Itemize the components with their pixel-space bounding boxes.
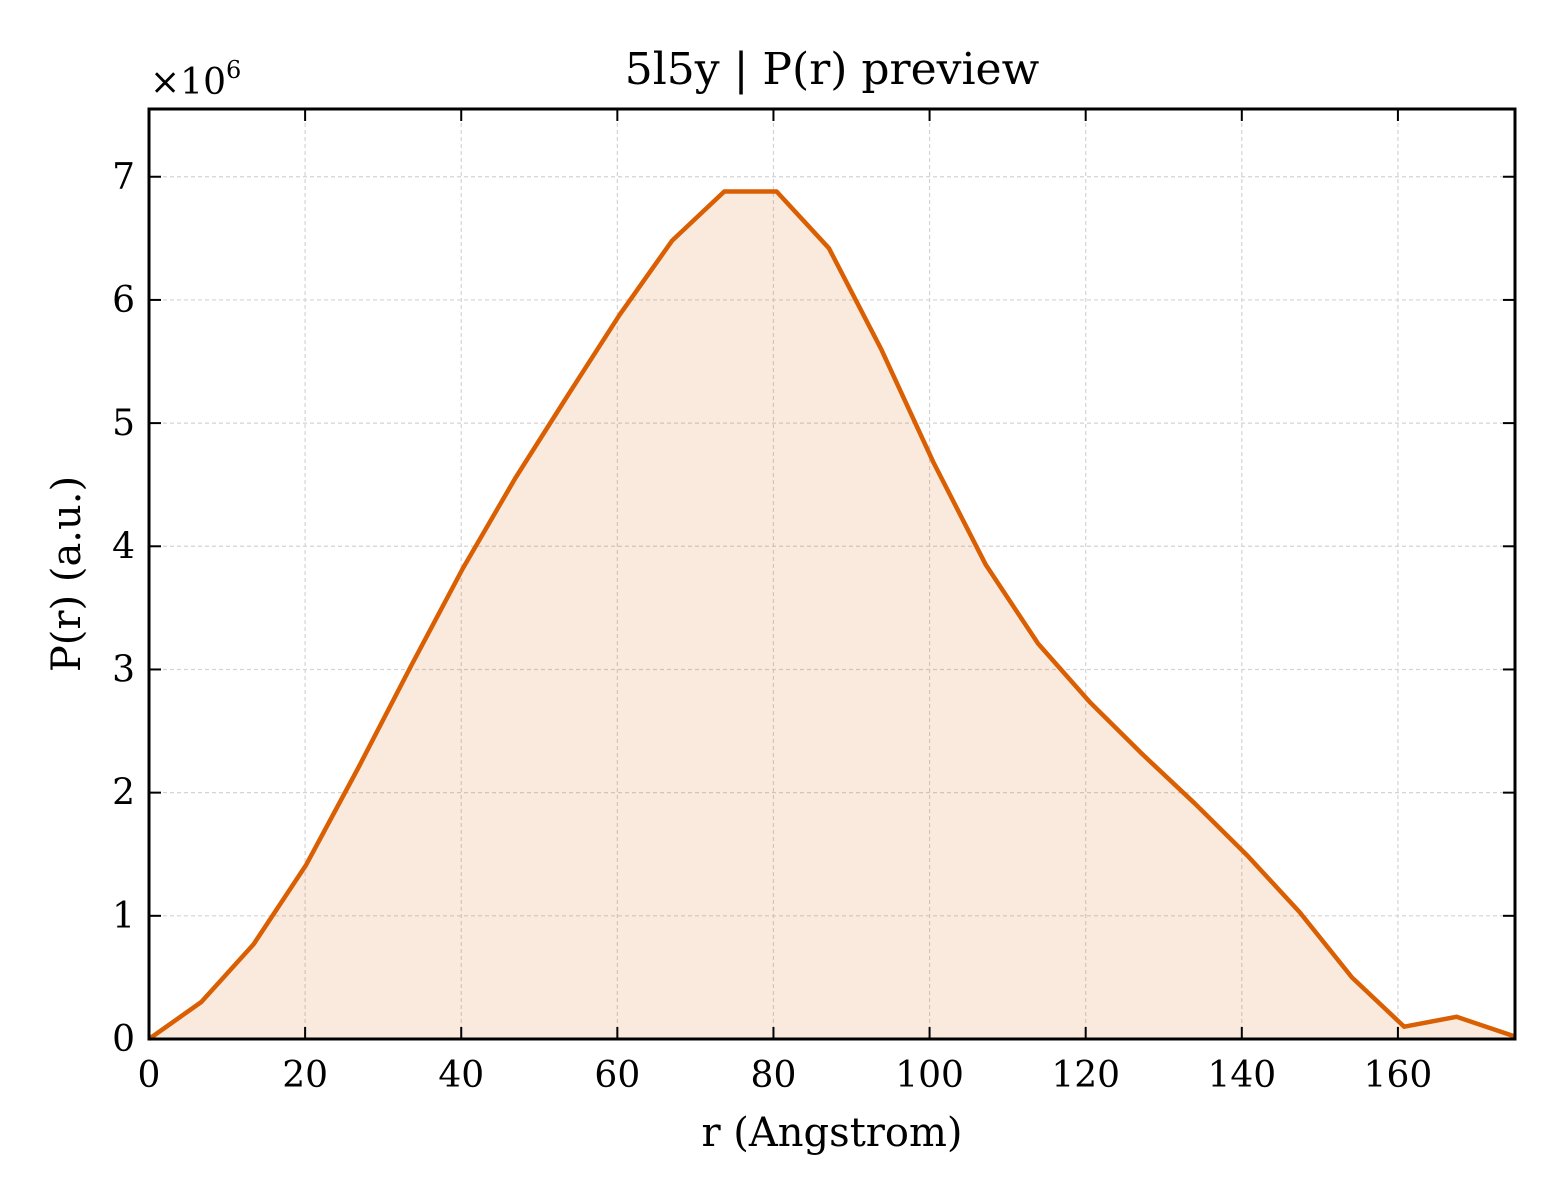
data-point bbox=[1192, 801, 1198, 807]
data-point bbox=[878, 346, 884, 352]
data-point bbox=[1244, 853, 1250, 859]
y-tick-label: 6 bbox=[112, 280, 135, 321]
data-point bbox=[512, 476, 518, 482]
x-tick-label: 20 bbox=[282, 1055, 328, 1096]
y-tick-label: 5 bbox=[112, 403, 135, 444]
y-offset-exponent: 6 bbox=[226, 56, 241, 84]
x-tick-label: 80 bbox=[751, 1055, 797, 1096]
series-line bbox=[147, 189, 1516, 1041]
data-point bbox=[198, 999, 204, 1005]
data-point bbox=[617, 312, 623, 318]
data-point bbox=[669, 238, 675, 244]
data-point bbox=[355, 765, 361, 771]
data-point bbox=[408, 664, 414, 670]
grid-lines bbox=[149, 109, 1515, 1039]
x-tick-label: 160 bbox=[1364, 1055, 1433, 1096]
x-tick-label: 40 bbox=[438, 1055, 484, 1096]
y-tick-label: 7 bbox=[112, 157, 135, 198]
data-point bbox=[251, 941, 257, 947]
x-tick-label: 120 bbox=[1051, 1055, 1120, 1096]
chart-title: 5l5y | P(r) preview bbox=[625, 44, 1040, 95]
data-point bbox=[460, 566, 466, 572]
y-offset-base: ×10 bbox=[150, 62, 226, 103]
data-point bbox=[774, 189, 780, 195]
x-tick-label: 60 bbox=[594, 1055, 640, 1096]
x-tick-label: 0 bbox=[138, 1055, 161, 1096]
y-tick-label: 2 bbox=[112, 773, 135, 814]
data-point bbox=[721, 189, 727, 195]
data-point bbox=[564, 393, 570, 399]
data-point bbox=[826, 245, 832, 251]
y-axis-label: P(r) (a.u.) bbox=[44, 476, 90, 672]
series-area-fill bbox=[149, 191, 1515, 1039]
x-tick-label: 140 bbox=[1207, 1055, 1276, 1096]
data-point bbox=[1297, 909, 1303, 915]
axes-frame bbox=[147, 107, 1517, 1041]
data-point bbox=[931, 460, 937, 466]
x-tick-label: 100 bbox=[895, 1055, 964, 1096]
y-tick-label: 4 bbox=[112, 526, 135, 567]
plot-area bbox=[147, 189, 1516, 1041]
y-offset-label: ×106 bbox=[150, 56, 241, 103]
data-point bbox=[1140, 752, 1146, 758]
x-axis-label: r (Angstrom) bbox=[701, 1110, 962, 1156]
data-point bbox=[1035, 641, 1041, 647]
y-tick-label: 0 bbox=[112, 1019, 135, 1060]
data-point bbox=[983, 562, 989, 568]
data-point bbox=[1454, 1014, 1460, 1020]
data-point bbox=[1401, 1024, 1407, 1030]
data-point bbox=[1087, 700, 1093, 706]
ticks: 0 20 40 60 80 100 120 140 160 0 1 2 3 4 5 6 7 bbox=[112, 109, 1515, 1096]
data-point bbox=[303, 862, 309, 868]
y-tick-label: 3 bbox=[112, 649, 135, 690]
data-point bbox=[1349, 974, 1355, 980]
y-tick-label: 1 bbox=[112, 896, 135, 937]
